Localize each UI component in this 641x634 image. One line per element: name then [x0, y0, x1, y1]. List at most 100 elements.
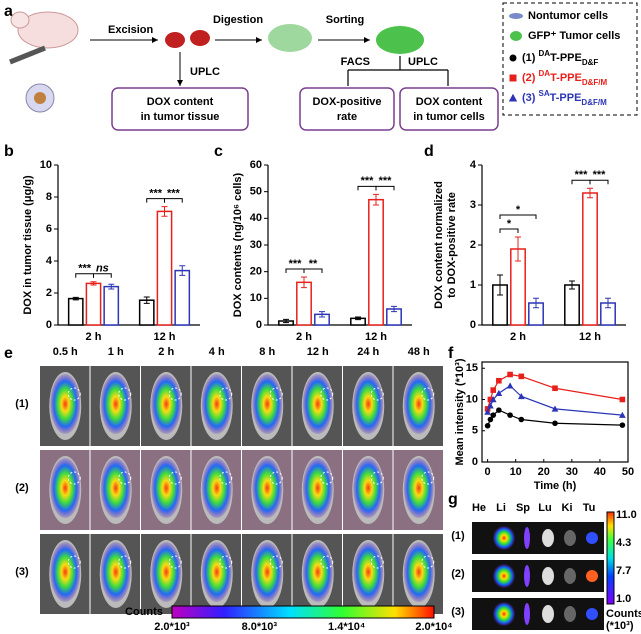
colorbar-label: 1.4*10⁴: [328, 621, 365, 633]
time-label: 8 h: [259, 346, 275, 358]
x-tick-label: 10: [510, 466, 522, 478]
signal: [302, 374, 333, 434]
spleen: [524, 565, 530, 587]
legend: (1) DAT-PPED&F(2) DAT-PPED&F/M(3) SAT-PP…: [508, 49, 608, 107]
organ-label: Li: [496, 502, 506, 514]
y-tick-label: 0: [46, 319, 52, 331]
tumor-mark: [67, 555, 81, 569]
error-bar: [605, 297, 611, 309]
bracket: [375, 185, 395, 191]
significance: ***: [149, 188, 163, 200]
spleen: [524, 603, 530, 625]
bracket: [499, 228, 519, 233]
y-tick-label: 0: [470, 319, 476, 331]
x-tick-label: 20: [538, 466, 550, 478]
y-axis-label: to DOX-positive rate: [446, 192, 458, 298]
significance: ***: [575, 169, 589, 181]
box: [111, 87, 249, 131]
legend-part: (1): [522, 52, 539, 64]
panel-label: b: [4, 143, 14, 160]
signal: [353, 458, 384, 518]
time-label: 1 h: [108, 346, 124, 358]
liver: [493, 564, 515, 588]
marker: [487, 416, 494, 423]
tumor-mark: [168, 471, 182, 485]
time-label: 12 h: [307, 346, 329, 358]
organ-label: Sp: [516, 502, 530, 514]
marker: [552, 420, 558, 427]
legend-part: DA: [539, 69, 551, 78]
error-bar: [143, 296, 150, 304]
tumor-mark: [269, 387, 283, 401]
legend-box: [502, 2, 638, 116]
x-tick-label: 12 h: [579, 331, 601, 343]
row-label: (2): [451, 568, 465, 580]
syringe: [9, 45, 46, 65]
marker: [619, 411, 626, 418]
tumor-mark: [67, 471, 81, 485]
image-row: [472, 598, 604, 630]
outcome: DOX-positive: [312, 96, 381, 108]
time-label: 0.5 h: [53, 346, 78, 358]
legend-part: T-PPE: [550, 52, 582, 64]
error-bar: [301, 276, 307, 289]
y-tick-label: 2: [470, 239, 476, 251]
marker: [495, 389, 503, 397]
y-tick-label: 4: [470, 159, 477, 171]
x-tick-label: 2 h: [296, 331, 312, 343]
tumor-mark: [421, 471, 435, 485]
marker: [496, 407, 502, 413]
error-bar: [497, 274, 503, 296]
colorbar-label: 11.0: [616, 509, 637, 521]
x-tick-label: 40: [594, 466, 606, 478]
kidney: [564, 568, 576, 584]
significance: ***: [593, 169, 607, 181]
bar: [582, 192, 598, 326]
legend-part: (2): [522, 72, 539, 84]
organ-label: Tu: [583, 502, 596, 514]
tumor-mark: [118, 387, 132, 401]
colorbar: [606, 511, 615, 605]
error-bar: [515, 236, 521, 262]
signal: [50, 458, 81, 518]
signal: [201, 458, 232, 518]
signal: [50, 542, 81, 602]
signal: [252, 542, 283, 602]
marker: [508, 93, 518, 102]
step: Sorting: [326, 14, 365, 26]
bar: [85, 282, 102, 326]
tumor: [586, 532, 598, 544]
signal: [50, 374, 81, 434]
y-tick-label: 30: [250, 239, 262, 251]
y-tick-label: 10: [466, 393, 478, 405]
y-tick-label: 50: [250, 186, 262, 198]
marker: [490, 387, 497, 393]
marker: [619, 396, 626, 403]
bracket: [303, 268, 323, 273]
marker: [506, 382, 514, 389]
y-tick-label: 2: [46, 287, 52, 299]
liver: [493, 526, 515, 550]
bar: [564, 284, 580, 326]
tumor-mark: [370, 387, 384, 401]
bracket: [93, 273, 112, 278]
significance: ***: [361, 175, 375, 187]
time-label: 48 h: [408, 346, 430, 358]
tumor: [190, 30, 210, 46]
panel-g: He Li Sp Lu Ki Tu (1) (2) (3) 11.0 4.3 7.7 1.0 Counts…: [451, 502, 641, 632]
legend-part: D&F/M: [581, 98, 607, 107]
error-bar: [161, 206, 168, 217]
signal: [353, 542, 384, 602]
marker: [509, 54, 517, 62]
y-axis-label: DOX content normalized: [433, 181, 445, 309]
plot-frame: [481, 361, 629, 463]
kidney: [564, 606, 576, 622]
tumor-mark: [67, 387, 81, 401]
y-tick-label: 10: [250, 292, 262, 304]
x-tick-label: 30: [566, 466, 578, 478]
signal: [252, 458, 283, 518]
signal: [100, 374, 131, 434]
legend-part: T-PPE: [550, 92, 582, 104]
error-bar: [391, 305, 397, 313]
method: UPLC: [190, 66, 220, 78]
